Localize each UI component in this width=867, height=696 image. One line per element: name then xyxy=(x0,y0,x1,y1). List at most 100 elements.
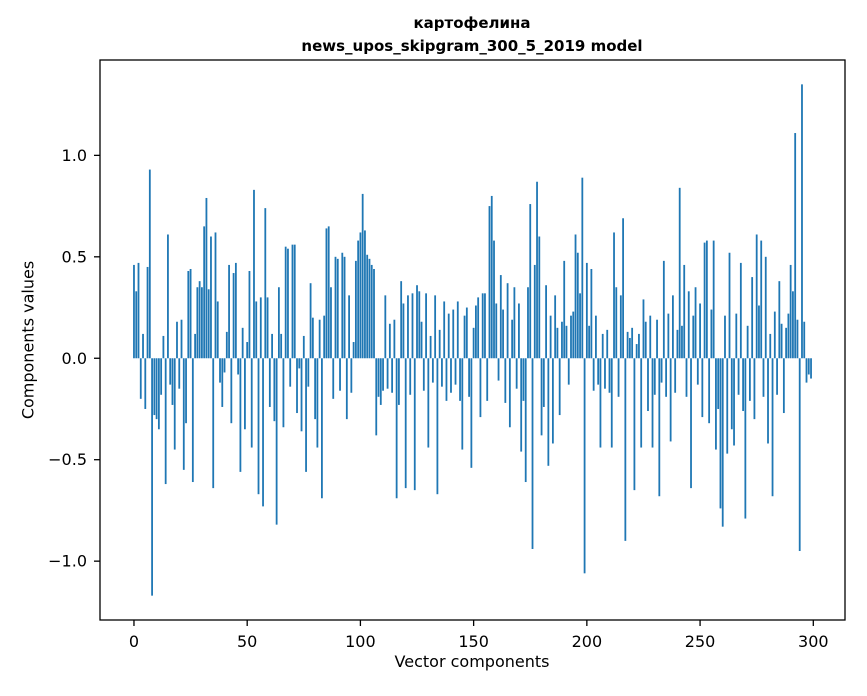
bar xyxy=(398,358,400,405)
bar xyxy=(796,319,799,359)
bar xyxy=(624,358,627,541)
bar xyxy=(685,358,688,397)
bar xyxy=(332,358,335,399)
bar xyxy=(477,297,480,359)
bar xyxy=(171,358,174,405)
bar xyxy=(463,315,466,359)
x-tick-label: 200 xyxy=(572,632,603,651)
bar xyxy=(651,358,654,448)
bar xyxy=(142,333,144,359)
bar xyxy=(502,309,504,359)
bar xyxy=(667,313,670,359)
bar xyxy=(244,358,246,430)
bar xyxy=(196,287,199,359)
bar xyxy=(570,315,572,359)
bar xyxy=(391,358,394,393)
bar xyxy=(542,358,545,407)
bar xyxy=(767,358,769,444)
bar xyxy=(719,358,722,509)
bar xyxy=(531,358,534,549)
bar xyxy=(513,287,516,359)
bar xyxy=(370,264,373,359)
bar xyxy=(416,285,418,359)
x-axis-label: Vector components xyxy=(394,652,550,671)
bar xyxy=(635,344,638,359)
bar xyxy=(647,358,649,412)
bar xyxy=(653,358,656,395)
y-tick-label: 0.0 xyxy=(62,349,87,368)
bar xyxy=(642,299,645,359)
bar xyxy=(429,335,432,359)
bar xyxy=(461,358,464,450)
bar xyxy=(212,358,215,489)
bar xyxy=(470,358,473,468)
bar xyxy=(622,218,624,359)
bar xyxy=(318,319,321,359)
bar xyxy=(778,281,781,359)
bar xyxy=(724,315,726,359)
bar xyxy=(672,295,674,359)
bar xyxy=(787,313,790,359)
bar xyxy=(431,358,434,383)
bar xyxy=(638,333,640,359)
bar xyxy=(375,358,378,436)
bar xyxy=(551,358,554,444)
bar xyxy=(744,358,747,519)
bar xyxy=(789,264,792,359)
bar xyxy=(341,252,344,359)
bar xyxy=(144,358,147,409)
bar xyxy=(441,358,443,387)
bar xyxy=(402,303,405,359)
bar xyxy=(160,358,163,395)
bar xyxy=(198,281,201,359)
bar xyxy=(807,358,810,375)
bar xyxy=(137,262,140,359)
bar xyxy=(561,321,563,359)
bar xyxy=(273,358,276,422)
bar xyxy=(665,358,668,397)
bar xyxy=(717,358,720,409)
bar xyxy=(173,358,176,450)
bar xyxy=(805,358,808,383)
bar xyxy=(205,197,208,359)
bar xyxy=(518,303,520,359)
bar xyxy=(658,358,661,497)
bar xyxy=(162,335,165,359)
bar xyxy=(533,264,536,359)
bar xyxy=(280,333,283,359)
bar xyxy=(676,329,679,359)
bar xyxy=(287,248,289,359)
bar xyxy=(413,358,416,491)
bar xyxy=(708,358,711,424)
bar xyxy=(452,309,455,359)
bar xyxy=(257,358,260,495)
bar xyxy=(133,264,135,359)
bar xyxy=(735,313,738,359)
bar xyxy=(504,358,507,403)
bar xyxy=(422,358,425,391)
chart-title: картофелина news_upos_skipgram_300_5_201… xyxy=(301,12,642,57)
bar xyxy=(495,303,498,359)
bar xyxy=(810,358,812,379)
bar xyxy=(282,358,285,428)
bar xyxy=(617,358,620,397)
bar xyxy=(364,230,366,359)
bar xyxy=(545,285,547,359)
bar xyxy=(581,177,584,359)
bar xyxy=(266,297,269,359)
bar xyxy=(348,295,350,359)
bar xyxy=(748,358,751,401)
bar xyxy=(701,358,704,418)
bar xyxy=(576,252,579,359)
y-axis-label: Components values xyxy=(18,260,38,420)
bar xyxy=(705,240,708,359)
bar xyxy=(515,358,518,389)
bar xyxy=(696,358,699,385)
bar xyxy=(210,236,212,359)
bar xyxy=(139,358,142,399)
bar xyxy=(253,189,255,359)
bar xyxy=(692,315,695,359)
bar xyxy=(527,287,529,359)
bar xyxy=(438,329,441,359)
bar xyxy=(445,358,448,401)
